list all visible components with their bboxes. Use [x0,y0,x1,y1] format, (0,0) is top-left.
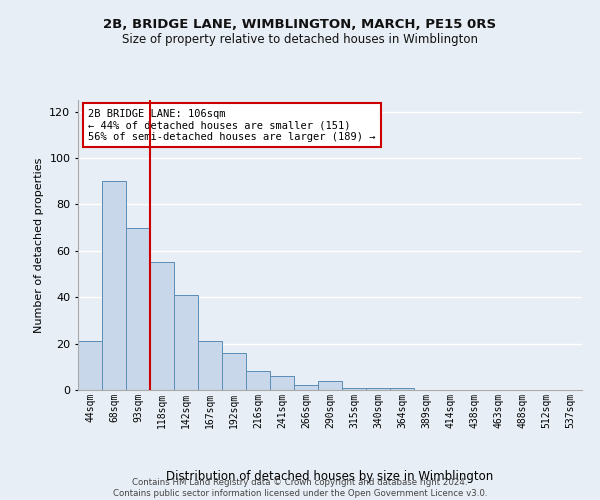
Text: 2B BRIDGE LANE: 106sqm
← 44% of detached houses are smaller (151)
56% of semi-de: 2B BRIDGE LANE: 106sqm ← 44% of detached… [88,108,376,142]
Bar [198,342,222,390]
Bar [126,228,150,390]
X-axis label: Distribution of detached houses by size in Wimblington: Distribution of detached houses by size … [166,470,494,482]
Bar [102,181,126,390]
Text: Contains HM Land Registry data © Crown copyright and database right 2024.
Contai: Contains HM Land Registry data © Crown c… [113,478,487,498]
Bar [222,353,246,390]
Bar [270,376,294,390]
Bar [390,388,414,390]
Bar [150,262,174,390]
Text: Size of property relative to detached houses in Wimblington: Size of property relative to detached ho… [122,32,478,46]
Y-axis label: Number of detached properties: Number of detached properties [34,158,44,332]
Bar [342,388,366,390]
Bar [78,342,102,390]
Bar [174,295,198,390]
Bar [246,372,270,390]
Bar [318,380,342,390]
Text: 2B, BRIDGE LANE, WIMBLINGTON, MARCH, PE15 0RS: 2B, BRIDGE LANE, WIMBLINGTON, MARCH, PE1… [103,18,497,30]
Bar [366,388,390,390]
Bar [294,386,318,390]
